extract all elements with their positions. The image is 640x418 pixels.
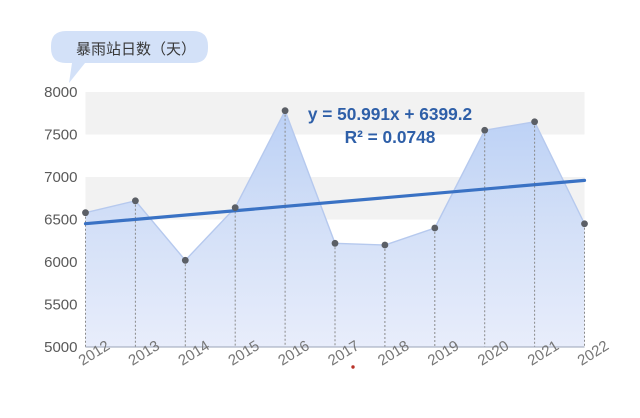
- svg-text:5000: 5000: [44, 339, 77, 356]
- svg-text:6500: 6500: [44, 212, 77, 229]
- svg-text:7000: 7000: [44, 169, 77, 186]
- svg-text:6000: 6000: [44, 254, 77, 271]
- svg-text:R² = 0.0748: R² = 0.0748: [345, 127, 436, 147]
- svg-text:5500: 5500: [44, 297, 77, 314]
- svg-text:7500: 7500: [44, 127, 77, 144]
- svg-text:8000: 8000: [44, 84, 77, 101]
- svg-text:y = 50.991x + 6399.2: y = 50.991x + 6399.2: [308, 104, 472, 124]
- svg-text:暴雨站日数（天）: 暴雨站日数（天）: [76, 41, 196, 58]
